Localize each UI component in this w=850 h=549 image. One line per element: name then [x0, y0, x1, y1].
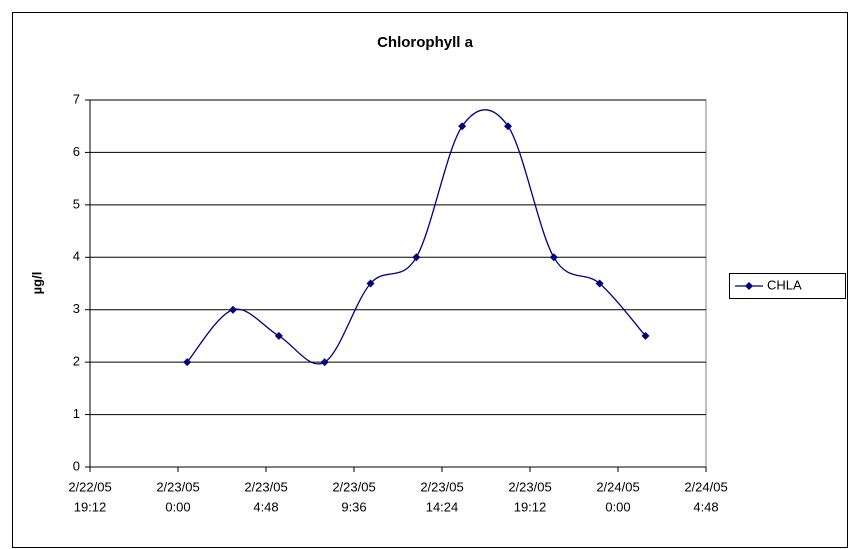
point-marker [412, 253, 421, 262]
y-axis-label: µg/l [29, 272, 44, 295]
point-marker [183, 358, 192, 367]
x-tick-label: 0:00 [605, 499, 630, 514]
point-marker [366, 279, 375, 288]
x-tick-label: 2/23/05 [156, 479, 199, 494]
series-line [186, 109, 646, 365]
x-tick-label: 4:48 [253, 499, 278, 514]
x-tick-label: 0:00 [165, 499, 190, 514]
x-tick-label: 2/23/05 [508, 479, 551, 494]
point-marker [549, 253, 558, 262]
point-marker [320, 358, 329, 367]
y-tick-label: 4 [73, 249, 80, 264]
legend-marker [745, 282, 753, 290]
point-marker [229, 305, 237, 314]
point-marker [458, 122, 467, 131]
legend-label: CHLA [767, 277, 802, 292]
x-tick-label: 2/23/05 [420, 479, 463, 494]
x-tick-label: 4:48 [693, 499, 718, 514]
y-tick-label: 1 [73, 406, 80, 421]
point-marker [274, 331, 283, 340]
x-tick-label: 19:12 [514, 499, 547, 514]
y-tick-label: 2 [73, 354, 80, 369]
x-tick-label: 2/23/05 [332, 479, 375, 494]
chart-border [12, 12, 848, 548]
x-tick-label: 19:12 [74, 499, 107, 514]
y-tick-label: 6 [73, 144, 80, 159]
x-tick-label: 2/23/05 [244, 479, 287, 494]
y-tick-label: 0 [73, 458, 80, 473]
y-tick-label: 3 [73, 301, 80, 316]
x-tick-label: 2/24/05 [596, 479, 639, 494]
x-tick-label: 2/24/05 [684, 479, 727, 494]
point-marker [641, 331, 650, 340]
x-tick-label: 14:24 [426, 499, 459, 514]
x-tick-label: 2/22/05 [68, 479, 111, 494]
point-marker [595, 279, 604, 288]
chart-title: Chlorophyll a [377, 34, 473, 51]
y-tick-label: 5 [73, 196, 80, 211]
y-tick-label: 7 [73, 91, 80, 106]
point-marker [504, 122, 512, 131]
x-tick-label: 9:36 [341, 499, 366, 514]
